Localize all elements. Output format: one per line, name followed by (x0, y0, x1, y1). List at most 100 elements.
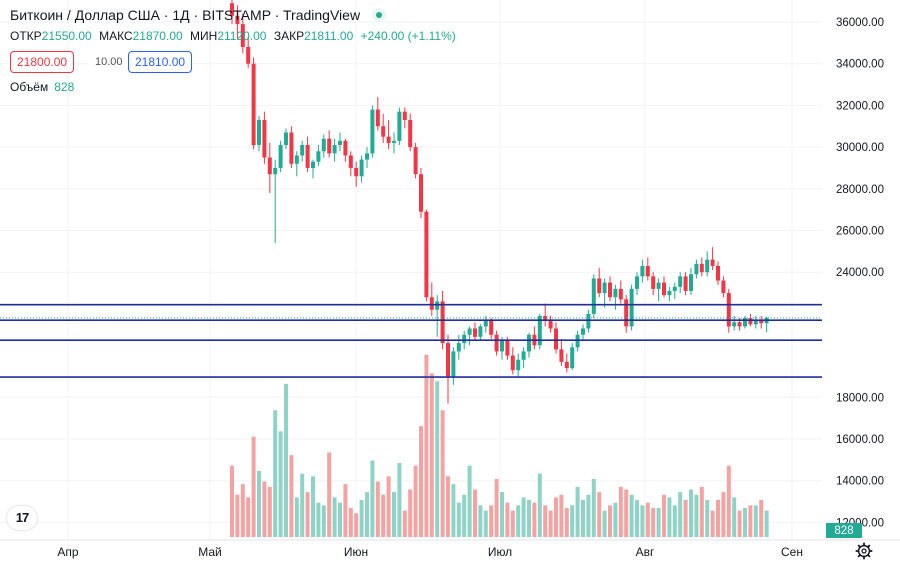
candle-body (473, 328, 477, 337)
candle-body (262, 119, 267, 158)
candle-body (456, 343, 461, 352)
candle-body (327, 138, 332, 154)
candle-body (489, 320, 494, 335)
price-axis-bg (822, 0, 900, 540)
candle-body (618, 288, 623, 300)
candle-body (316, 151, 321, 162)
time-axis[interactable]: Апр Май Июн Июл Авг Сен (0, 539, 900, 559)
symbol-header[interactable]: Биткоин / Доллар США · 1Д · BITSTAMP · T… (10, 7, 386, 23)
price-tick-label: 24000.00 (836, 267, 884, 279)
volume-bar (737, 510, 742, 537)
volume-bar (305, 492, 310, 537)
candle-body (726, 293, 731, 327)
volume-bar (759, 500, 764, 537)
price-tick-label: 32000.00 (836, 100, 884, 112)
volume-bar (343, 484, 348, 537)
time-tick-label: Сен (781, 545, 803, 559)
price-tick-label: 30000.00 (836, 142, 884, 154)
volume-bar (516, 505, 521, 537)
candle-body (705, 259, 710, 273)
candle-body (230, 3, 234, 16)
candle-body (246, 47, 251, 64)
time-tick-label: Июн (344, 545, 368, 559)
candle-body (267, 157, 272, 175)
price-tick-label: 14000.00 (836, 476, 884, 488)
volume-bar (300, 473, 305, 537)
volume-bar (402, 510, 407, 537)
candle-body (645, 265, 650, 277)
gear-icon[interactable] (855, 542, 873, 560)
volume-bar (327, 452, 332, 537)
volume-bar (716, 500, 720, 537)
volume-bar (386, 476, 391, 537)
candle-body (446, 343, 450, 377)
volume-bar (651, 507, 656, 537)
volume-bar (591, 478, 596, 537)
candle-body (478, 326, 483, 337)
volume-bar (230, 465, 234, 537)
candle-body (294, 155, 299, 164)
candle-body (759, 320, 764, 324)
volume-bar (548, 510, 553, 537)
volume-bar (500, 492, 504, 537)
volume-bar (543, 505, 548, 537)
volume-bar (721, 492, 726, 537)
candle-body (494, 334, 499, 352)
candle-body (321, 138, 326, 152)
volume-bar (510, 510, 515, 537)
candle-body (559, 349, 564, 362)
candle-body (305, 145, 310, 168)
candle-body (683, 276, 688, 291)
candle-body (397, 111, 402, 141)
candle-body (602, 282, 607, 294)
candle-body (608, 282, 612, 298)
candle-body (613, 288, 618, 298)
volume-bar (462, 494, 467, 537)
volume-bar (273, 410, 278, 537)
volume-bar (753, 505, 758, 537)
high-value: 21870.00 (132, 29, 183, 43)
candle-body (656, 282, 661, 289)
volume-bar (564, 507, 569, 537)
candle-body (564, 361, 569, 369)
candle-body (640, 265, 645, 277)
close-label: ЗАКР (273, 29, 305, 43)
price-tick-label: 26000.00 (836, 226, 884, 238)
candle-body (521, 351, 526, 360)
volume-bar (764, 510, 769, 537)
buy-price-button[interactable]: 21810.00 (128, 51, 193, 73)
tradingview-logo-icon[interactable]: 17 (7, 506, 37, 530)
volume-bar (473, 489, 477, 537)
candle-body (419, 174, 423, 212)
price-tick-label: 34000.00 (836, 59, 884, 71)
volume-bar (321, 505, 326, 537)
chart-grid (0, 0, 822, 540)
volume-bar (257, 471, 261, 537)
volume-legend[interactable]: Объём 828 (10, 80, 74, 94)
price-tick-label: 18000.00 (836, 392, 884, 404)
volume-bar (246, 497, 251, 537)
candle-body (548, 320, 553, 329)
sell-price-button[interactable]: 21800.00 (10, 51, 75, 73)
volume-bar (284, 383, 288, 537)
volume-bar (267, 486, 272, 537)
volume-bar (311, 476, 315, 537)
volume-bar (392, 492, 396, 537)
volume-bar (294, 497, 299, 537)
volume-bar (375, 481, 380, 537)
candle-body (413, 147, 418, 175)
candle-body (699, 263, 704, 273)
volume-bar (381, 494, 386, 537)
candle-body (624, 299, 629, 327)
change-value: +240.00 (+1.11%) (360, 29, 456, 43)
price-axis[interactable]: 36000.00 34000.00 32000.00 30000.00 28000.00… (822, 0, 900, 540)
candle-body (510, 355, 515, 371)
market-status-icon[interactable] (371, 8, 386, 22)
volume-bar (478, 505, 483, 537)
candle-body (710, 259, 715, 266)
volume-bar (613, 502, 618, 537)
candle-body (240, 24, 245, 48)
volume-bar (597, 492, 602, 537)
volume-bar (446, 476, 450, 537)
